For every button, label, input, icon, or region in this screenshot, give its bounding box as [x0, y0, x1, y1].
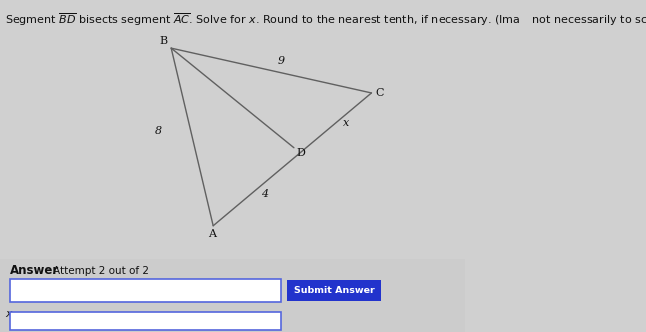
- Text: Segment $\overline{BD}$ bisects segment $\overline{AC}$. Solve for $x$. Round to: Segment $\overline{BD}$ bisects segment …: [5, 12, 646, 28]
- Text: x =: x =: [5, 309, 25, 319]
- FancyBboxPatch shape: [287, 280, 381, 301]
- Text: D: D: [296, 148, 305, 158]
- FancyBboxPatch shape: [10, 279, 281, 302]
- FancyBboxPatch shape: [10, 312, 281, 330]
- Text: x: x: [342, 118, 349, 128]
- Bar: [0, 259, 465, 332]
- Text: 8: 8: [154, 126, 162, 136]
- Text: C: C: [375, 88, 384, 98]
- Text: 4: 4: [261, 189, 269, 199]
- Text: B: B: [160, 37, 167, 46]
- Text: Attempt 2 out of 2: Attempt 2 out of 2: [53, 266, 149, 276]
- Text: 9: 9: [277, 56, 285, 66]
- Text: Answer: Answer: [10, 264, 59, 277]
- Text: Submit Answer: Submit Answer: [295, 286, 375, 295]
- Text: A: A: [208, 229, 216, 239]
